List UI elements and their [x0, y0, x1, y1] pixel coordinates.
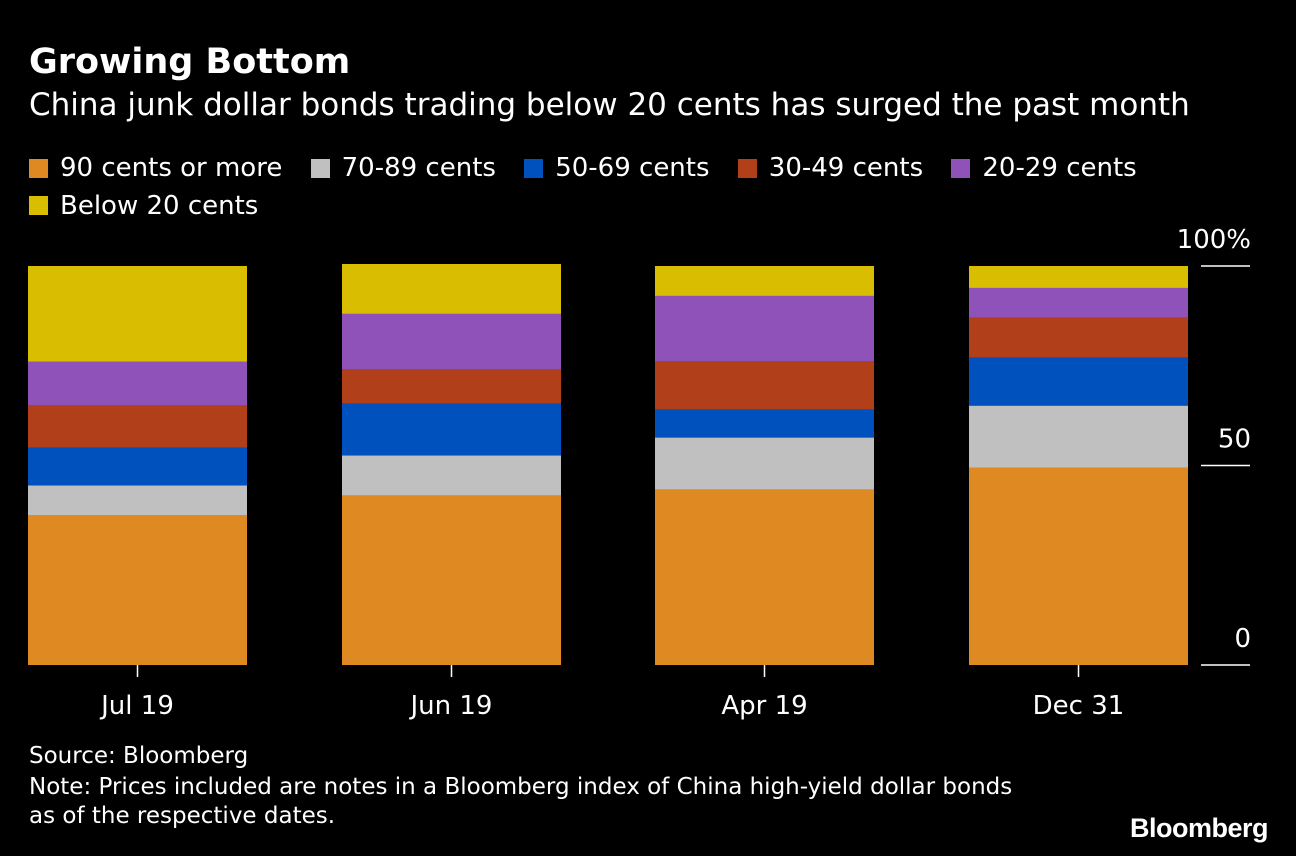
x-tick-label-2: Apr 19 — [721, 691, 807, 721]
x-tick-label-3: Dec 31 — [1033, 691, 1125, 721]
bar-segment-jul-19-s2 — [28, 447, 247, 486]
legend-swatch-90-plus — [29, 158, 48, 178]
legend-label-90-plus: 90 cents or more — [60, 153, 283, 183]
legend-swatch-70-89 — [310, 158, 330, 178]
bloomberg-logo: Bloomberg — [1129, 813, 1269, 843]
bar-segment-apr-19-s5 — [655, 266, 874, 296]
bar-segment-apr-19-s1 — [655, 437, 874, 490]
legend-label-20-29: 20-29 cents — [982, 153, 1137, 183]
legend-label-30-49: 30-49 cents — [768, 153, 924, 183]
x-tick-label-1: Jun 19 — [409, 691, 493, 721]
legend-item-50-69: 50-69 cents — [524, 150, 710, 186]
bar-segment-dec-31-s1 — [969, 405, 1188, 468]
bar-segment-jul-19-s0 — [28, 515, 247, 665]
bar-segment-jul-19-s5 — [28, 266, 247, 362]
bar-segment-jun-19-s5 — [342, 264, 561, 314]
legend-swatch-50-69 — [524, 158, 544, 178]
bar-segment-dec-31-s0 — [969, 467, 1188, 665]
legend-label-50-69: 50-69 cents — [555, 153, 710, 183]
bar-segment-jun-19-s4 — [342, 313, 561, 370]
legend-item-30-49: 30-49 cents — [737, 150, 924, 186]
bar-segment-jul-19-s3 — [28, 405, 247, 448]
legend-label-below-20: Below 20 cents — [60, 190, 259, 221]
bar-segment-dec-31-s2 — [969, 357, 1188, 406]
bar-segment-jun-19-s3 — [342, 369, 561, 404]
y-tick-label-0: 0 — [1234, 624, 1251, 654]
bar-segment-apr-19-s4 — [655, 295, 874, 362]
bar-segment-jun-19-s2 — [342, 403, 561, 456]
chart-subtitle: China junk dollar bonds trading below 20… — [29, 87, 1190, 123]
legend-swatch-30-49 — [737, 158, 757, 178]
bar-segment-apr-19-s3 — [655, 361, 874, 410]
y-tick-label-1: 50 — [1218, 425, 1251, 455]
bar-segment-jun-19-s1 — [342, 455, 561, 496]
legend-swatch-20-29 — [951, 158, 971, 178]
legend-item-90-plus: 90 cents or more — [29, 150, 282, 186]
bar-segment-jul-19-s4 — [28, 361, 247, 406]
legend-label-70-89: 70-89 cents — [341, 153, 496, 183]
legend-swatch-below-20 — [29, 196, 48, 215]
legend: 90 cents or more 70-89 cents 50-69 cents… — [29, 150, 1269, 225]
legend-item-20-29: 20-29 cents — [951, 150, 1137, 186]
y-tick-label-2: 100% — [1177, 225, 1251, 255]
bar-segment-jul-19-s1 — [28, 485, 247, 516]
legend-item-70-89: 70-89 cents — [310, 150, 496, 186]
note-text: Note: Prices included are notes in a Blo… — [29, 774, 1013, 829]
source-text: Source: Bloomberg — [29, 743, 249, 769]
bar-segment-jun-19-s0 — [342, 495, 561, 665]
bar-segment-dec-31-s4 — [969, 287, 1188, 318]
bar-segment-dec-31-s5 — [969, 266, 1188, 288]
x-tick-label-0: Jul 19 — [99, 691, 174, 721]
legend-item-below-20: Below 20 cents — [29, 188, 258, 224]
chart-title: Growing Bottom — [29, 42, 351, 82]
bar-segment-apr-19-s0 — [655, 489, 874, 665]
bar-segment-dec-31-s3 — [969, 317, 1188, 358]
bar-segment-apr-19-s2 — [655, 409, 874, 438]
